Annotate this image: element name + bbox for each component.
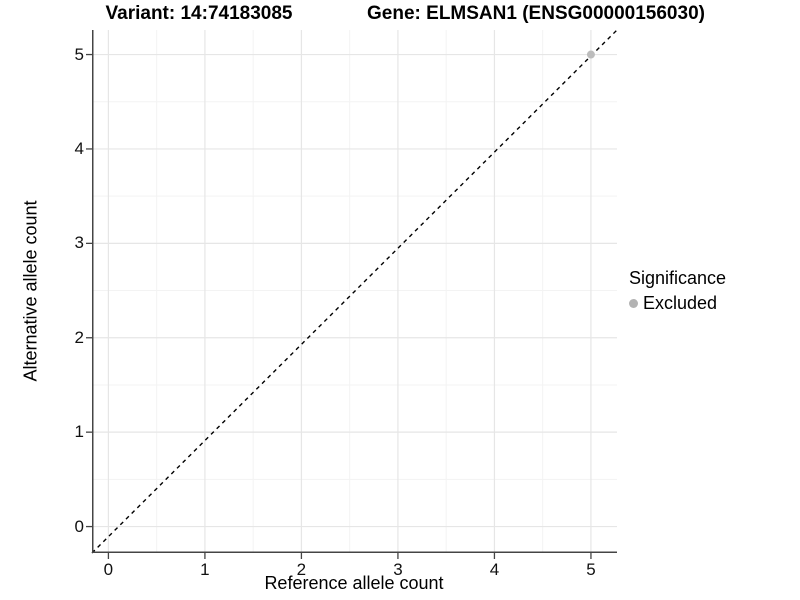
plot-title-variant: Variant: 14:74183085 [105, 3, 293, 24]
legend-title: Significance [629, 268, 727, 288]
y-tick-label: 4 [74, 138, 84, 158]
plot-canvas [86, 29, 618, 559]
legend: Significance Excluded [629, 268, 726, 314]
identity-reference-line [91, 29, 618, 554]
y-tick-label: 2 [74, 327, 84, 347]
plot-panel [86, 29, 618, 559]
legend-key-circle-icon [629, 298, 638, 308]
y-tick-label: 1 [74, 422, 84, 442]
x-tick-label: 5 [586, 560, 596, 579]
y-tick-label: 0 [74, 516, 84, 536]
x-tick-label: 0 [103, 560, 114, 579]
x-tick-label: 4 [489, 560, 500, 579]
plot-title-gene: Gene: ELMSAN1 (ENSG00000156030) [367, 3, 705, 24]
x-tick-label: 2 [296, 560, 307, 579]
legend-item-label: Excluded [643, 292, 718, 313]
y-tick-label: 5 [74, 44, 84, 64]
y-tick-label: 3 [74, 233, 84, 253]
x-tick-label: 1 [200, 560, 210, 579]
legend-items: Excluded [629, 292, 726, 314]
legend-item: Excluded [629, 292, 726, 314]
x-axis-title: Reference allele count [264, 573, 444, 593]
y-axis-title: Alternative allele count [20, 200, 41, 382]
data-point-excluded [586, 50, 595, 59]
x-tick-label: 3 [393, 560, 403, 579]
